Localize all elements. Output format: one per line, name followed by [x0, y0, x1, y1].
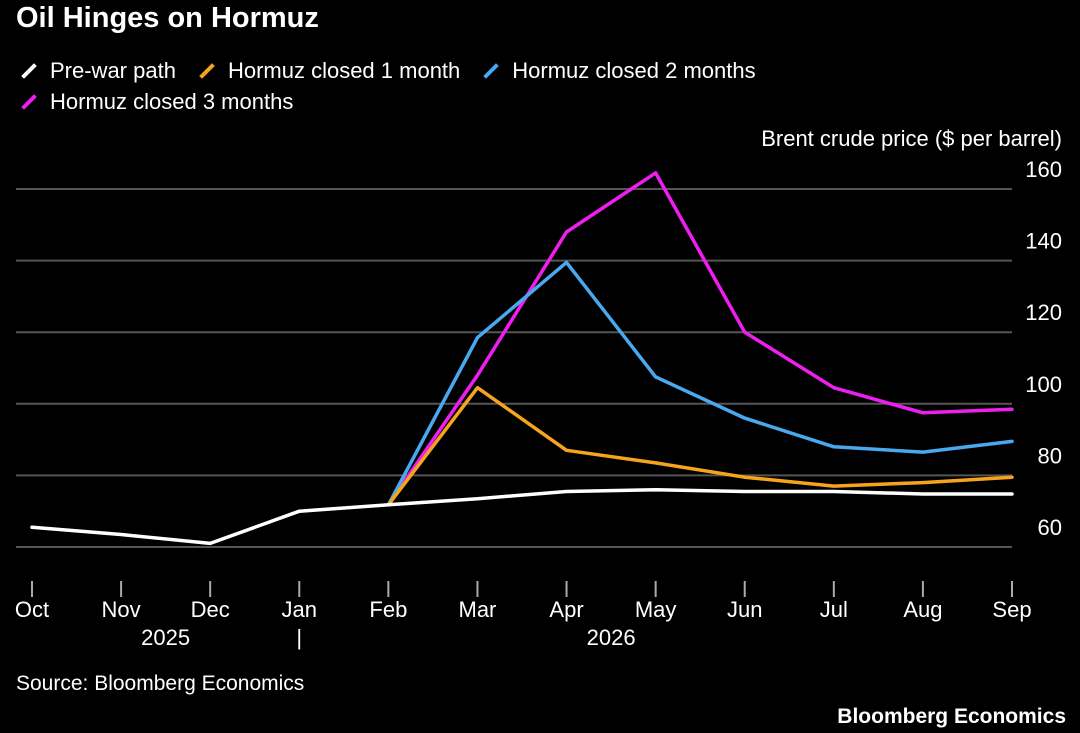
y-tick-label-160: 160	[1025, 157, 1062, 182]
y-axis-label: Brent crude price ($ per barrel)	[761, 126, 1062, 151]
legend-label-pre-war: Pre-war path	[50, 57, 176, 83]
legend-item-closed-1-month: Hormuz closed 1 month	[194, 58, 460, 84]
legend-item-pre-war: Pre-war path	[16, 58, 176, 84]
legend-label-closed-1-month: Hormuz closed 1 month	[227, 57, 461, 83]
x-tick-label-sep: Sep	[992, 597, 1031, 622]
x-tick-label-feb: Feb	[369, 597, 407, 622]
series-line-hormuz-closed-3-months	[386, 171, 1014, 507]
chart-title: Oil Hinges on Hormuz	[16, 2, 319, 34]
series-line-hormuz-closed-2-months	[386, 260, 1014, 507]
source-note: Source: Bloomberg Economics	[16, 672, 305, 695]
y-tick-label-100: 100	[1025, 372, 1062, 397]
x-tick-label-jun: Jun	[727, 597, 762, 622]
legend-item-closed-3-months: Hormuz closed 3 months	[16, 89, 293, 115]
legend: Pre-war path Hormuz closed 1 month Hormu…	[16, 55, 1016, 117]
x-tick-label-may: May	[635, 597, 677, 622]
legend-label-closed-2-months: Hormuz closed 2 months	[512, 57, 756, 83]
y-tick-label-80: 80	[1038, 443, 1062, 468]
y-tick-label-140: 140	[1025, 229, 1062, 254]
year-divider: |	[296, 625, 302, 650]
x-tick-label-nov: Nov	[102, 597, 141, 622]
series-line-hormuz-closed-1-month	[386, 385, 1014, 507]
y-tick-label-60: 60	[1038, 515, 1062, 540]
x-tick-label-apr: Apr	[549, 597, 583, 622]
x-tick-label-jul: Jul	[820, 597, 848, 622]
x-tick-label-oct: Oct	[15, 597, 49, 622]
x-tick-label-aug: Aug	[903, 597, 942, 622]
x-tick-label-jan: Jan	[282, 597, 317, 622]
legend-label-closed-3-months: Hormuz closed 3 months	[50, 88, 294, 114]
legend-item-closed-2-months: Hormuz closed 2 months	[478, 57, 756, 84]
series-line-pre-war-path	[30, 487, 1014, 546]
y-tick-label-120: 120	[1025, 300, 1062, 325]
x-tick-label-mar: Mar	[459, 597, 497, 622]
year-label-2026: 2026	[587, 625, 636, 650]
x-tick-label-dec: Dec	[191, 597, 230, 622]
brand-logo-text: Bloomberg Economics	[837, 705, 1066, 728]
year-label-2025: 2025	[141, 625, 190, 650]
